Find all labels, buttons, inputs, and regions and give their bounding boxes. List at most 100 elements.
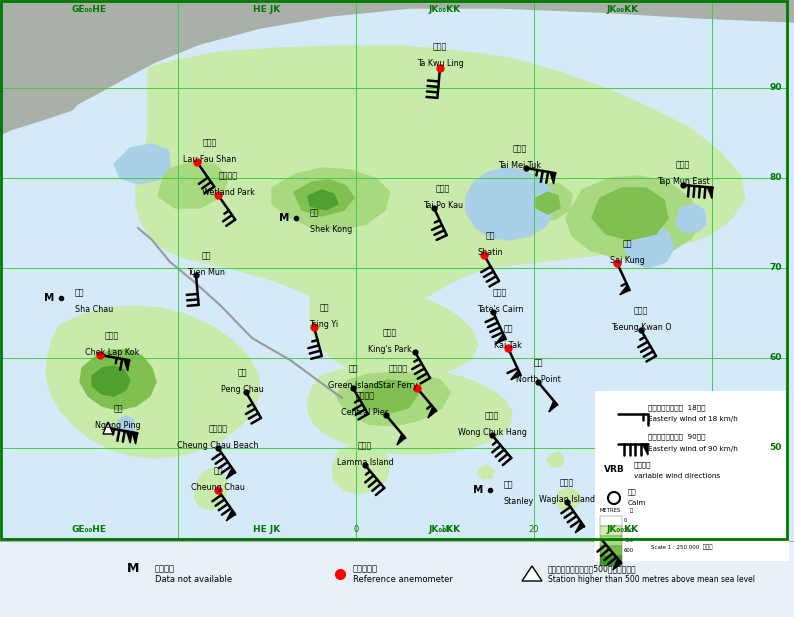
Polygon shape: [522, 566, 542, 581]
Text: 米: 米: [630, 508, 633, 513]
Text: Tsing Yi: Tsing Yi: [310, 320, 338, 329]
Polygon shape: [624, 226, 674, 268]
Text: 東風，風速每小時  90公里: 東風，風速每小時 90公里: [648, 434, 706, 441]
Text: 濕地公園: 濕地公園: [218, 171, 237, 180]
Text: VRB: VRB: [604, 465, 625, 474]
Text: Ngong Ping: Ngong Ping: [95, 421, 141, 430]
Text: 青衣: 青衣: [319, 303, 329, 312]
Text: Tai Po Kau: Tai Po Kau: [423, 201, 463, 210]
Polygon shape: [613, 559, 621, 570]
Polygon shape: [124, 359, 129, 371]
Text: 0: 0: [353, 526, 359, 534]
Polygon shape: [676, 204, 706, 232]
Polygon shape: [272, 168, 390, 230]
Text: 無風: 無風: [628, 489, 637, 495]
Text: 大老山: 大老山: [493, 288, 507, 297]
Bar: [1, 1, 787, 539]
Polygon shape: [477, 465, 494, 479]
Polygon shape: [294, 180, 354, 216]
Text: 京士柏: 京士柏: [383, 328, 397, 337]
Text: 中環碼頭: 中環碼頭: [356, 391, 375, 400]
Polygon shape: [127, 431, 132, 443]
Text: 50: 50: [769, 444, 782, 452]
Text: Tseung Kwan O: Tseung Kwan O: [611, 323, 671, 332]
Text: GE₀₀HE: GE₀₀HE: [71, 526, 106, 534]
Text: 沙洲: 沙洲: [75, 288, 84, 297]
Text: 長洲泳灘: 長洲泳灘: [209, 424, 228, 433]
Text: 西貢: 西貢: [622, 239, 632, 248]
Polygon shape: [46, 306, 260, 458]
Text: Lamma Island: Lamma Island: [337, 458, 393, 467]
Polygon shape: [549, 401, 557, 412]
Text: Cheung Chau: Cheung Chau: [191, 483, 245, 492]
Bar: [0, 541, 794, 617]
Text: Sha Chau: Sha Chau: [75, 305, 114, 314]
Text: Shek Kong: Shek Kong: [310, 225, 353, 234]
Text: 80: 80: [769, 173, 782, 183]
Text: 該站位於離平均海平面500米以上的地方: 該站位於離平均海平面500米以上的地方: [548, 565, 637, 573]
Polygon shape: [642, 444, 648, 455]
Text: King's Park: King's Park: [368, 345, 412, 354]
Text: 昂坪: 昂坪: [114, 404, 123, 413]
Polygon shape: [132, 433, 137, 444]
Text: 赤柱: 赤柱: [504, 480, 514, 489]
Text: 赤鳞角: 赤鳞角: [105, 331, 119, 340]
Text: 大埔濤: 大埔濤: [436, 184, 450, 193]
Text: JK₀₀KK: JK₀₀KK: [429, 6, 461, 15]
Text: Reference anemometer: Reference anemometer: [353, 576, 453, 584]
Text: Tap Mun East: Tap Mun East: [657, 177, 709, 186]
Polygon shape: [575, 522, 584, 533]
Text: Station higher than 500 metres above mean sea level: Station higher than 500 metres above mea…: [548, 576, 755, 584]
Text: Green Island: Green Island: [328, 381, 379, 390]
Polygon shape: [226, 468, 235, 479]
Text: Chek Lap Kok: Chek Lap Kok: [85, 348, 139, 357]
Text: 屯門: 屯門: [201, 251, 210, 260]
Text: METRES: METRES: [600, 508, 621, 513]
Polygon shape: [511, 370, 521, 380]
Text: 青洲: 青洲: [349, 364, 358, 373]
Text: 天星碼頭: 天星碼頭: [388, 364, 407, 373]
Text: 沒有資料: 沒有資料: [155, 565, 175, 573]
Text: 橫瀏島: 橫瀏島: [560, 478, 574, 487]
Text: 南乌島: 南乌島: [358, 441, 372, 450]
Polygon shape: [332, 444, 390, 494]
Text: Easterly wind of 18 km/h: Easterly wind of 18 km/h: [648, 416, 738, 422]
Bar: [600, 556, 622, 566]
Text: Tate's Cairn: Tate's Cairn: [477, 305, 523, 314]
Bar: [600, 546, 622, 556]
Text: 黃竹坑: 黃竹坑: [485, 411, 499, 420]
Text: 啟德: 啟德: [503, 324, 513, 333]
Text: 400: 400: [624, 539, 634, 544]
Text: 流浮山: 流浮山: [203, 138, 217, 147]
Text: Waglan Island: Waglan Island: [539, 495, 595, 504]
Polygon shape: [228, 370, 252, 393]
Text: 將軍漳: 將軍漳: [634, 306, 648, 315]
Polygon shape: [495, 334, 506, 344]
Text: North Point: North Point: [515, 375, 561, 384]
Text: Ta Kwu Ling: Ta Kwu Ling: [417, 59, 464, 68]
Text: Star Ferry: Star Ferry: [378, 381, 418, 390]
Text: Wong Chuk Hang: Wong Chuk Hang: [457, 428, 526, 437]
Polygon shape: [358, 380, 418, 414]
Text: Cheung Chau Beach: Cheung Chau Beach: [177, 441, 259, 450]
Polygon shape: [308, 366, 512, 454]
Text: 東風，風速每小時  18公里: 東風，風速每小時 18公里: [648, 405, 706, 412]
Polygon shape: [336, 372, 450, 426]
Text: 90: 90: [769, 83, 782, 93]
Text: GE₀₀HE: GE₀₀HE: [71, 6, 106, 15]
Polygon shape: [547, 452, 564, 467]
Polygon shape: [550, 172, 556, 184]
Text: Kai Tak: Kai Tak: [494, 341, 522, 350]
Text: Lau Fau Shan: Lau Fau Shan: [183, 155, 237, 164]
Polygon shape: [524, 184, 572, 220]
Text: JK₀₀KK: JK₀₀KK: [429, 526, 461, 534]
Text: Calm: Calm: [628, 500, 646, 506]
Text: Tuen Mun: Tuen Mun: [187, 268, 225, 277]
Polygon shape: [103, 422, 113, 434]
Text: Scale 1 : 250 000  比例尺: Scale 1 : 250 000 比例尺: [651, 544, 712, 550]
Text: 參考測風站: 參考測風站: [353, 565, 378, 573]
Polygon shape: [136, 46, 745, 314]
Bar: [600, 516, 622, 526]
Text: 坪洲: 坪洲: [237, 368, 247, 377]
Bar: [600, 536, 622, 546]
